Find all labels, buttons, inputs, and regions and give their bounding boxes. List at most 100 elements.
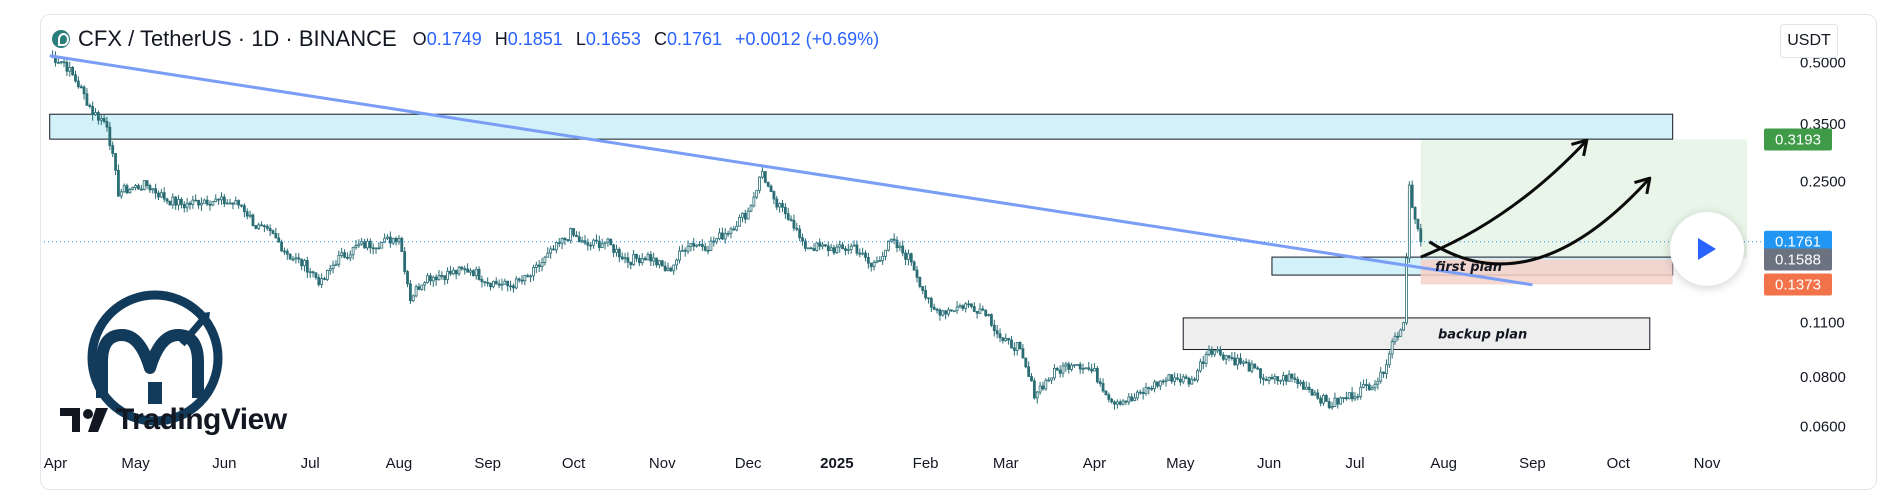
candle-body [1161,380,1165,383]
candle-body [283,250,286,253]
candle-body [340,252,344,256]
candle-body [595,239,598,242]
candle-body [746,210,750,220]
candle-body [738,216,741,227]
candle-body [1221,354,1225,360]
candle-body [463,268,467,271]
candle-body [1413,206,1417,220]
candle-body [898,245,902,249]
resistance-zone [49,113,1674,140]
candle-body [214,198,218,202]
candle-body [532,267,535,277]
candle-body [786,213,790,220]
candle-body [469,270,472,273]
candle-body [741,212,744,218]
candle-body [1190,378,1194,385]
candle-body [1141,391,1145,394]
candle-body [374,247,378,250]
candle-body [354,245,358,248]
candle-body [1270,377,1274,380]
candle-body [139,188,143,191]
candle-body [1373,383,1377,389]
candle-body [769,185,773,192]
candle-body [970,303,973,307]
candle-body [1196,370,1199,381]
candle-body [1015,342,1019,351]
candle-body [907,253,910,260]
candle-body [368,240,372,249]
candle-body [1001,337,1005,342]
candle-body [967,303,970,306]
candle-body [491,281,495,288]
candle-body [429,275,432,282]
currency-button[interactable]: USDT [1780,24,1838,58]
candle-body [886,240,890,251]
candle-body [231,202,235,205]
symbol-title[interactable]: CFX / TetherUS · 1D · BINANCE [78,26,397,51]
candle-body [1344,397,1348,400]
candle-body [895,239,899,249]
high-label: H [494,28,508,49]
candle-body [85,93,89,106]
candle-body [680,249,684,252]
candle-body [371,247,375,250]
candle-body [612,244,616,253]
play-button[interactable] [1670,212,1744,286]
candle-body [1041,385,1045,390]
candle-body [912,261,916,271]
candle-body [1073,364,1076,367]
candle-body [460,266,464,270]
candle-body [1410,184,1414,208]
candle-body [328,268,332,271]
candle-body [643,258,647,261]
candle-body [663,265,667,271]
candle-body [454,269,458,275]
candle-body [1184,376,1188,379]
candle-body [990,314,993,326]
candle-body [615,248,618,253]
candle-body [998,333,1002,339]
candle-body [1393,335,1397,343]
candle-body [363,241,366,249]
candle-body [383,237,387,243]
candle-body [325,270,329,280]
candle-body [617,248,621,258]
candle-body [323,278,326,280]
candle-body [477,268,481,280]
candle-body [76,80,80,88]
candle-body [678,250,681,261]
candle-body [305,260,309,273]
candle-body [869,262,873,268]
candle-body [1038,385,1042,393]
candle-body [1084,367,1088,370]
candle-body [1342,397,1345,399]
candle-body [1310,389,1314,396]
candle-body [1044,379,1048,390]
change-value: +0.0012 (+0.69%) [735,28,880,49]
x-tick-label: Mar [993,455,1019,472]
candle-body [835,246,839,254]
candle-body [1365,384,1368,386]
candle-body [417,286,421,290]
candle-body [512,285,515,289]
candle-body [552,248,555,251]
candle-body [380,242,384,249]
candle-body [1407,184,1411,259]
candle-body [1287,373,1291,382]
candle-body [812,248,816,251]
candle-body [443,275,447,280]
candle-body [222,196,226,205]
candle-body [1367,384,1371,391]
candle-body [981,308,985,311]
candle-body [486,281,490,284]
candle-body [157,192,160,198]
x-tick-label: Jun [1257,455,1281,472]
candle-body [987,314,990,317]
candle-body [185,202,189,209]
candle-body [1322,395,1325,404]
candle-body [718,232,721,240]
candle-body [431,276,435,282]
candle-body [755,189,759,198]
candle-body [1250,363,1254,372]
